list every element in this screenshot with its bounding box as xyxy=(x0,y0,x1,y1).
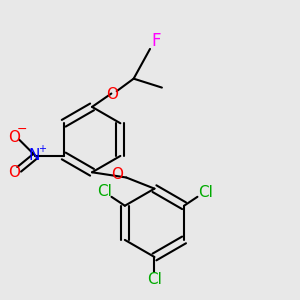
Text: O: O xyxy=(111,167,123,182)
Text: O: O xyxy=(8,165,20,180)
Text: +: + xyxy=(38,144,46,154)
Text: O: O xyxy=(106,87,118,102)
Text: F: F xyxy=(151,32,161,50)
Text: N: N xyxy=(28,148,40,164)
Text: −: − xyxy=(16,123,27,136)
Text: Cl: Cl xyxy=(198,185,213,200)
Text: O: O xyxy=(8,130,20,145)
Text: Cl: Cl xyxy=(97,184,112,199)
Text: Cl: Cl xyxy=(147,272,162,287)
